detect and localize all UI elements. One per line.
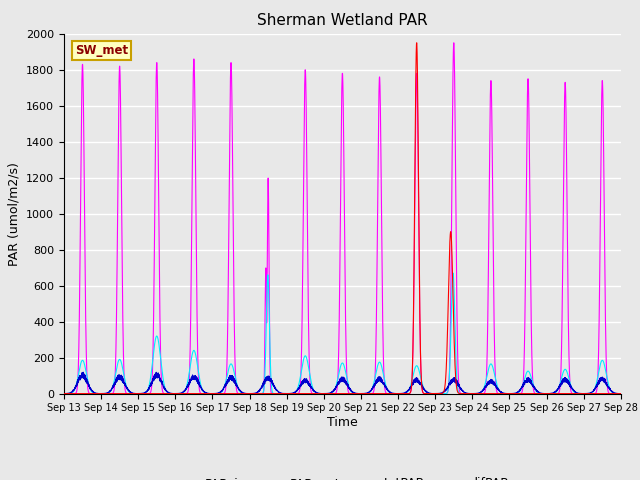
Title: Sherman Wetland PAR: Sherman Wetland PAR	[257, 13, 428, 28]
X-axis label: Time: Time	[327, 416, 358, 429]
Text: SW_met: SW_met	[75, 44, 128, 58]
Y-axis label: PAR (umol/m2/s): PAR (umol/m2/s)	[8, 162, 20, 265]
Legend: PAR_in, PAR_out, totPAR, difPAR: PAR_in, PAR_out, totPAR, difPAR	[171, 472, 514, 480]
